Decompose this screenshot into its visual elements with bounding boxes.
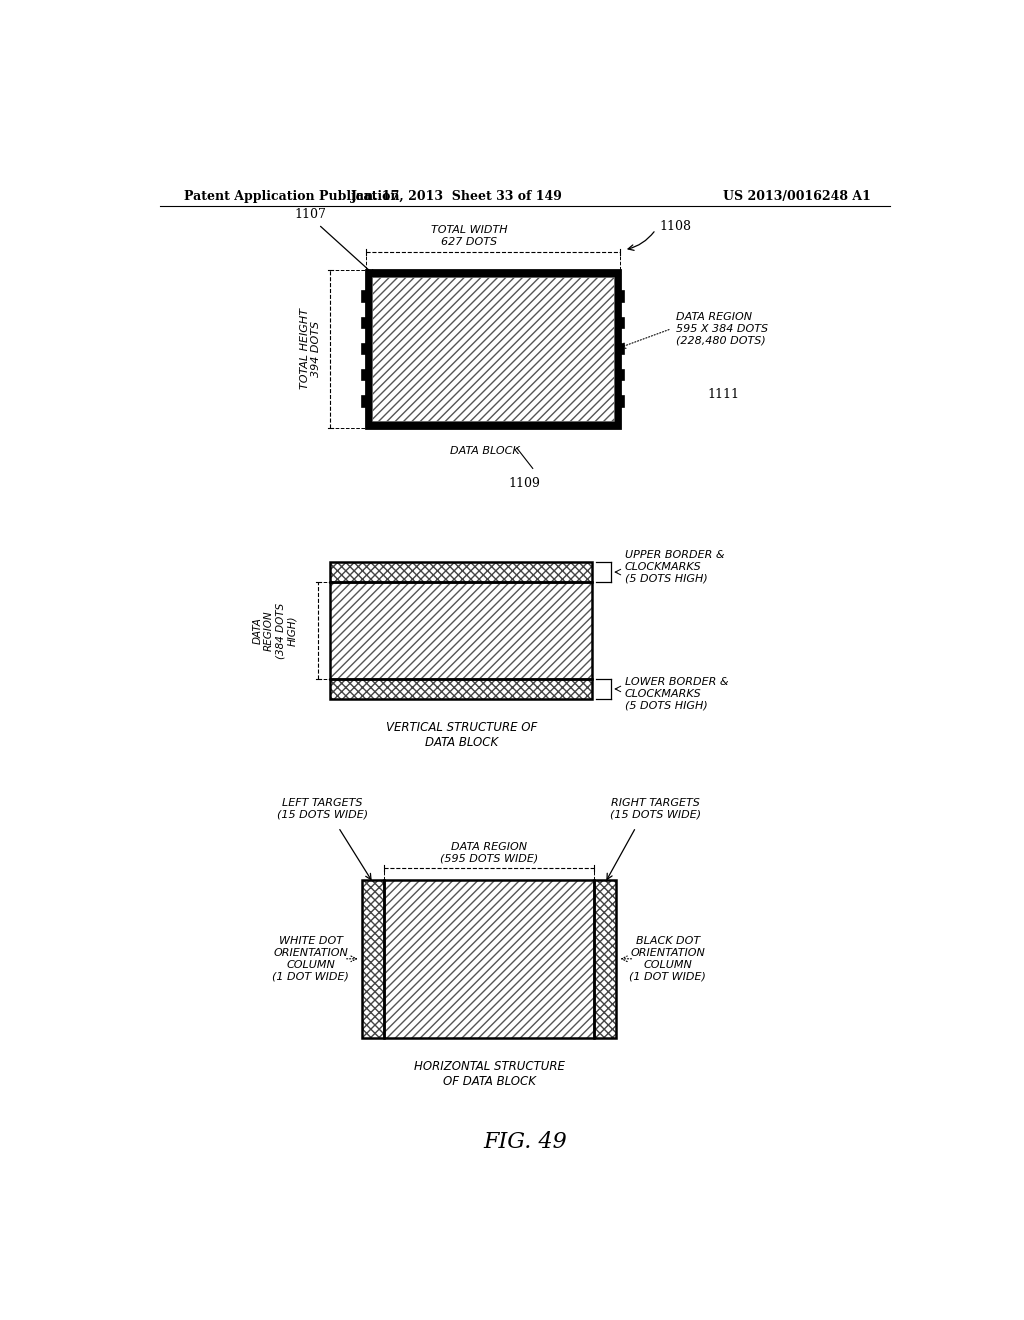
Text: DATA REGION
595 X 384 DOTS
(228,480 DOTS): DATA REGION 595 X 384 DOTS (228,480 DOTS…: [676, 312, 768, 346]
Text: 1107: 1107: [295, 207, 327, 220]
Bar: [594, 880, 616, 1038]
Bar: [616, 318, 624, 327]
Text: 1109: 1109: [509, 477, 541, 490]
Text: TOTAL WIDTH
627 DOTS: TOTAL WIDTH 627 DOTS: [431, 226, 508, 247]
Text: VERTICAL STRUCTURE OF
DATA BLOCK: VERTICAL STRUCTURE OF DATA BLOCK: [386, 722, 537, 750]
Text: Jan. 17, 2013  Sheet 33 of 149: Jan. 17, 2013 Sheet 33 of 149: [351, 190, 563, 202]
Text: WHITE DOT
ORIENTATION
COLUMN
(1 DOT WIDE): WHITE DOT ORIENTATION COLUMN (1 DOT WIDE…: [272, 936, 349, 981]
Text: 1108: 1108: [659, 220, 692, 234]
Bar: [616, 396, 624, 407]
Bar: [616, 345, 624, 354]
Bar: [372, 277, 614, 421]
Text: 1111: 1111: [708, 388, 739, 401]
Bar: [616, 292, 624, 301]
Text: DATA REGION
(595 DOTS WIDE): DATA REGION (595 DOTS WIDE): [440, 842, 539, 863]
Bar: [362, 292, 370, 301]
Text: DATA
REGION
(384 DOTS
HIGH): DATA REGION (384 DOTS HIGH): [253, 602, 297, 659]
Text: HORIZONTAL STRUCTURE
OF DATA BLOCK: HORIZONTAL STRUCTURE OF DATA BLOCK: [414, 1060, 564, 1088]
Bar: [616, 370, 624, 380]
Text: DATA BLOCK: DATA BLOCK: [451, 446, 520, 455]
Bar: [362, 880, 384, 1038]
Text: UPPER BORDER &
CLOCKMARKS
(5 DOTS HIGH): UPPER BORDER & CLOCKMARKS (5 DOTS HIGH): [625, 550, 724, 583]
Bar: [367, 271, 621, 428]
Bar: [362, 345, 370, 354]
Bar: [331, 562, 592, 582]
Bar: [362, 370, 370, 380]
Bar: [331, 582, 592, 678]
Bar: [331, 582, 592, 678]
Text: FIG. 49: FIG. 49: [483, 1131, 566, 1154]
Bar: [362, 318, 370, 327]
Bar: [362, 396, 370, 407]
Bar: [331, 562, 592, 582]
Bar: [384, 880, 594, 1038]
Text: Patent Application Publication: Patent Application Publication: [183, 190, 399, 202]
Bar: [594, 880, 616, 1038]
Bar: [362, 880, 384, 1038]
Text: LOWER BORDER &
CLOCKMARKS
(5 DOTS HIGH): LOWER BORDER & CLOCKMARKS (5 DOTS HIGH): [625, 677, 728, 710]
Text: LEFT TARGETS
(15 DOTS WIDE): LEFT TARGETS (15 DOTS WIDE): [276, 799, 368, 820]
Text: US 2013/0016248 A1: US 2013/0016248 A1: [723, 190, 871, 202]
Bar: [384, 880, 594, 1038]
Text: TOTAL HEIGHT
394 DOTS: TOTAL HEIGHT 394 DOTS: [300, 309, 322, 389]
Text: BLACK DOT
ORIENTATION
COLUMN
(1 DOT WIDE): BLACK DOT ORIENTATION COLUMN (1 DOT WIDE…: [629, 936, 707, 981]
Text: RIGHT TARGETS
(15 DOTS WIDE): RIGHT TARGETS (15 DOTS WIDE): [610, 799, 701, 820]
Bar: [331, 678, 592, 700]
Bar: [331, 678, 592, 700]
